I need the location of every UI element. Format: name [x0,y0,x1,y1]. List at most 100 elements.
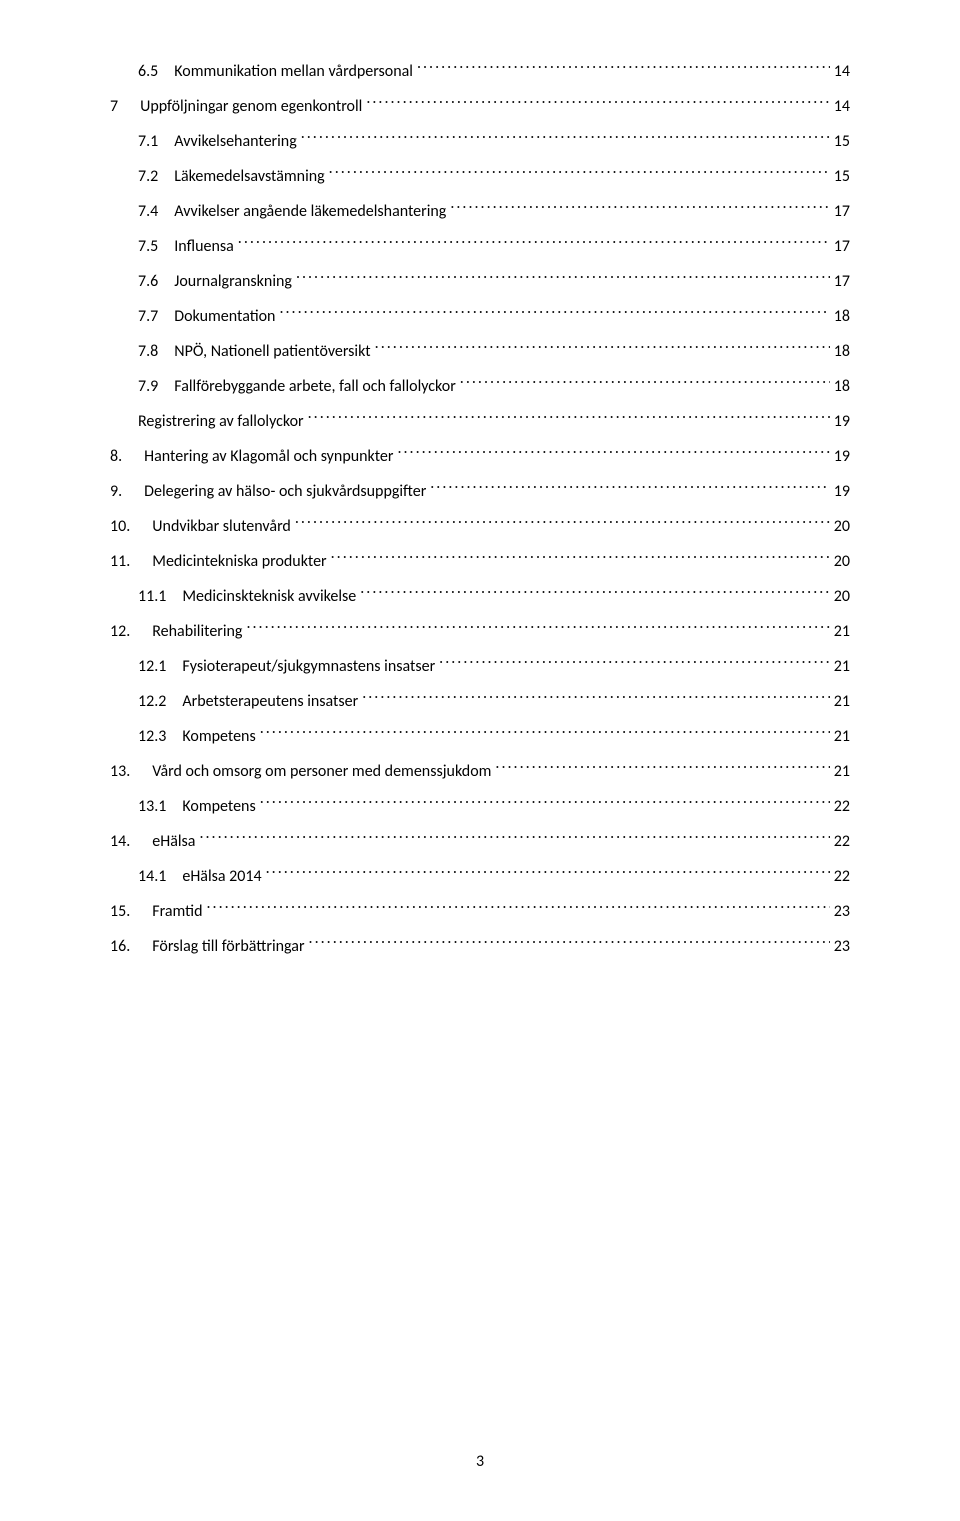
toc-entry-number: 8. [110,445,144,469]
toc-entry[interactable]: 14.1eHälsa 2014 22 [138,865,850,889]
toc-entry-page: 14 [834,95,850,119]
toc-dot-leader [495,760,829,776]
toc-entry-page: 18 [834,375,850,399]
toc-entry-title: Journalgranskning [174,270,292,294]
toc-entry[interactable]: 7Uppföljningar genom egenkontroll 14 [110,95,850,119]
toc-entry-page: 17 [834,235,850,259]
toc-entry-page: 22 [834,795,850,819]
toc-entry-number: 7 [110,95,140,119]
toc-entry[interactable]: 12.2Arbetsterapeutens insatser 21 [138,690,850,714]
toc-entry-page: 19 [834,410,850,434]
toc-entry[interactable]: 7.1Avvikelsehantering 15 [138,130,850,154]
toc-dot-leader [360,585,830,601]
toc-entry-title: Avvikelser angående läkemedelshantering [174,200,446,224]
toc-entry-number: 7.5 [138,235,174,259]
toc-dot-leader [260,725,830,741]
toc-entry-page: 23 [834,900,850,924]
toc-entry-number: 7.1 [138,130,174,154]
toc-entry-page: 21 [834,655,850,679]
toc-entry[interactable]: 12.3Kompetens 21 [138,725,850,749]
toc-entry-page: 21 [834,725,850,749]
toc-entry-title: Läkemedelsavstämning [174,165,324,189]
toc-entry[interactable]: 7.6Journalgranskning 17 [138,270,850,294]
toc-entry-page: 20 [834,585,850,609]
toc-dot-leader [430,480,830,496]
toc-entry-number: 10. [110,515,152,539]
toc-entry[interactable]: Registrering av fallolyckor 19 [138,410,850,434]
toc-entry-title: Dokumentation [174,305,275,329]
toc-entry-title: NPÖ, Nationell patientöversikt [174,340,370,364]
toc-dot-leader [375,340,830,356]
toc-entry-title: Avvikelsehantering [174,130,296,154]
toc-entry-page: 21 [834,620,850,644]
toc-entry-page: 22 [834,865,850,889]
toc-entry-number: 7.7 [138,305,174,329]
toc-entry-page: 15 [834,165,850,189]
toc-entry[interactable]: 8.Hantering av Klagomål och synpunkter 1… [110,445,850,469]
toc-entry-title: Influensa [174,235,234,259]
toc-entry[interactable]: 14.eHälsa 22 [110,830,850,854]
toc-dot-leader [329,165,830,181]
toc-entry-number: 12.2 [138,690,182,714]
toc-dot-leader [301,130,830,146]
toc-entry[interactable]: 7.5Influensa 17 [138,235,850,259]
toc-entry[interactable]: 12.Rehabilitering 21 [110,620,850,644]
toc-entry-number: 7.4 [138,200,174,224]
toc-entry-page: 17 [834,270,850,294]
toc-entry-number: 15. [110,900,152,924]
toc-entry-title: Kommunikation mellan vårdpersonal [174,60,413,84]
toc-entry-title: Kompetens [182,795,255,819]
toc-dot-leader [309,935,830,951]
toc-dot-leader [296,270,830,286]
toc-entry-number: 12.1 [138,655,182,679]
toc-entry-title: Arbetsterapeutens insatser [182,690,358,714]
toc-dot-leader [417,60,830,76]
toc-entry[interactable]: 16.Förslag till förbättringar 23 [110,935,850,959]
toc-entry[interactable]: 13.Vård och omsorg om personer med demen… [110,760,850,784]
page-number: 3 [0,1452,960,1471]
toc-entry-number: 7.9 [138,375,174,399]
toc-entry-number: 12.3 [138,725,182,749]
toc-entry[interactable]: 12.1Fysioterapeut/sjukgymnastens insatse… [138,655,850,679]
toc-entry-number: 16. [110,935,152,959]
toc-entry-title: Förslag till förbättringar [152,935,304,959]
toc-entry-title: Vård och omsorg om personer med demenssj… [152,760,491,784]
toc-entry[interactable]: 10.Undvikbar slutenvård 20 [110,515,850,539]
toc-entry-number: 11. [110,550,152,574]
toc-entry-page: 18 [834,305,850,329]
toc-entry-title: Medicinskteknisk avvikelse [182,585,356,609]
toc-entry[interactable]: 15.Framtid 23 [110,900,850,924]
toc-dot-leader [366,95,829,111]
toc-entry[interactable]: 11.Medicintekniska produkter 20 [110,550,850,574]
toc-entry-title: eHälsa [152,830,195,854]
toc-entry[interactable]: 9.Delegering av hälso- och sjukvårdsuppg… [110,480,850,504]
toc-dot-leader [397,445,829,461]
toc-entry-number: 13.1 [138,795,182,819]
toc-entry-title: Registrering av fallolyckor [138,410,304,434]
toc-entry-title: Uppföljningar genom egenkontroll [140,95,362,119]
toc-entry-title: Fysioterapeut/sjukgymnastens insatser [182,655,435,679]
toc-entry-title: eHälsa 2014 [182,865,261,889]
toc-dot-leader [450,200,829,216]
toc-entry[interactable]: 7.7Dokumentation 18 [138,305,850,329]
toc-entry[interactable]: 6.5Kommunikation mellan vårdpersonal 14 [138,60,850,84]
toc-entry[interactable]: 7.9Fallförebyggande arbete, fall och fal… [138,375,850,399]
toc-entry[interactable]: 7.4Avvikelser angående läkemedelshanteri… [138,200,850,224]
toc-entry-number: 6.5 [138,60,174,84]
toc-entry-page: 21 [834,760,850,784]
toc-dot-leader [439,655,830,671]
toc-entry[interactable]: 13.1Kompetens 22 [138,795,850,819]
toc-entry-page: 18 [834,340,850,364]
toc-dot-leader [246,620,829,636]
toc-entry-page: 20 [834,550,850,574]
toc-dot-leader [260,795,830,811]
toc-entry-number: 13. [110,760,152,784]
toc-entry-number: 14. [110,830,152,854]
toc-entry-number: 14.1 [138,865,182,889]
toc-entry-title: Undvikbar slutenvård [152,515,291,539]
toc-entry[interactable]: 11.1Medicinskteknisk avvikelse 20 [138,585,850,609]
toc-entry[interactable]: 7.8NPÖ, Nationell patientöversikt 18 [138,340,850,364]
toc-entry[interactable]: 7.2Läkemedelsavstämning 15 [138,165,850,189]
toc-entry-number: 11.1 [138,585,182,609]
toc-dot-leader [295,515,830,531]
